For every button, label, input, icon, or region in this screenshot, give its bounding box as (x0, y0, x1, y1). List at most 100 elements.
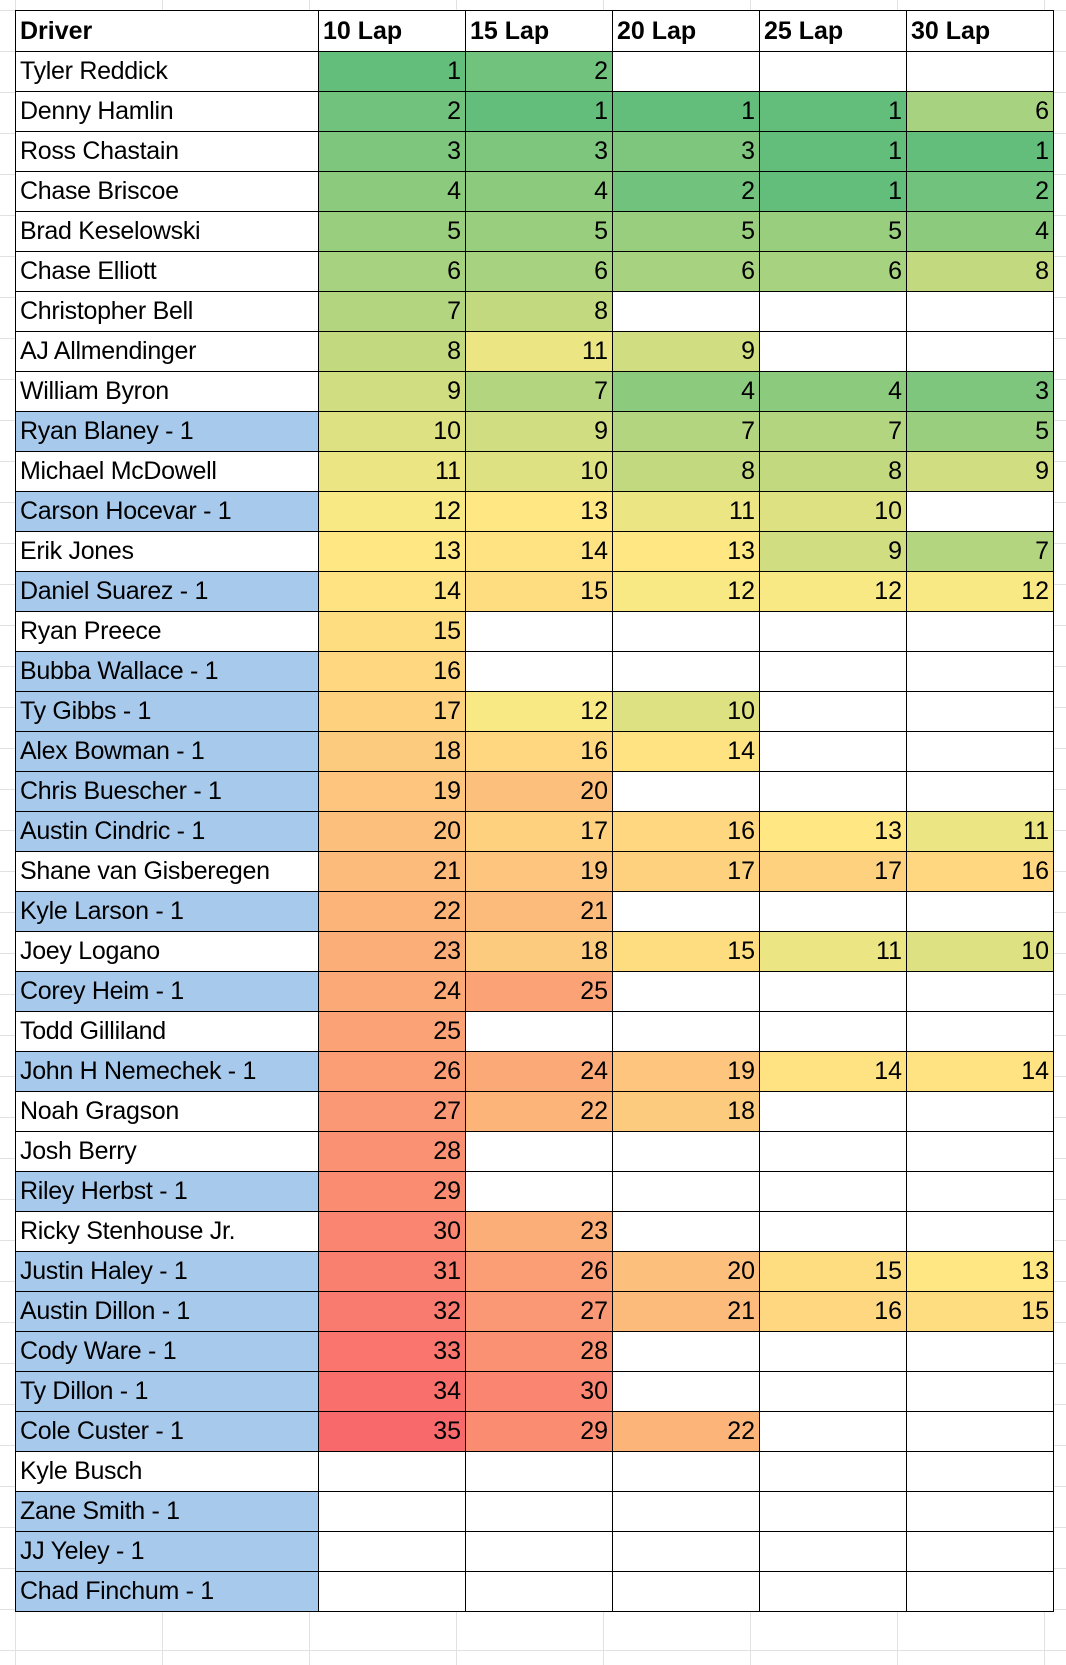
header-driver[interactable]: Driver (15, 10, 319, 52)
cell-10-lap[interactable]: 31 (318, 1251, 466, 1292)
cell-20-lap[interactable]: 1 (612, 91, 760, 132)
cell-20-lap[interactable] (612, 891, 760, 932)
cell-15-lap[interactable]: 28 (465, 1331, 613, 1372)
cell-25-lap[interactable] (759, 611, 907, 652)
cell-10-lap[interactable]: 7 (318, 291, 466, 332)
cell-10-lap[interactable]: 21 (318, 851, 466, 892)
driver-cell[interactable]: Austin Dillon - 1 (15, 1291, 319, 1332)
cell-30-lap[interactable]: 8 (906, 251, 1054, 292)
cell-25-lap[interactable] (759, 1131, 907, 1172)
cell-20-lap[interactable] (612, 1451, 760, 1492)
cell-15-lap[interactable] (465, 1531, 613, 1572)
cell-15-lap[interactable]: 10 (465, 451, 613, 492)
cell-25-lap[interactable]: 1 (759, 171, 907, 212)
driver-cell[interactable]: Alex Bowman - 1 (15, 731, 319, 772)
cell-10-lap[interactable]: 25 (318, 1011, 466, 1052)
cell-10-lap[interactable]: 1 (318, 51, 466, 92)
cell-30-lap[interactable] (906, 971, 1054, 1012)
cell-15-lap[interactable]: 3 (465, 131, 613, 172)
cell-20-lap[interactable]: 4 (612, 371, 760, 412)
driver-cell[interactable]: JJ Yeley - 1 (15, 1531, 319, 1572)
cell-30-lap[interactable] (906, 1171, 1054, 1212)
cell-20-lap[interactable] (612, 1571, 760, 1612)
cell-15-lap[interactable]: 27 (465, 1291, 613, 1332)
cell-20-lap[interactable] (612, 1371, 760, 1412)
cell-10-lap[interactable]: 23 (318, 931, 466, 972)
cell-25-lap[interactable]: 1 (759, 131, 907, 172)
cell-30-lap[interactable] (906, 331, 1054, 372)
cell-25-lap[interactable] (759, 771, 907, 812)
driver-cell[interactable]: Shane van Gisberegen (15, 851, 319, 892)
cell-25-lap[interactable]: 16 (759, 1291, 907, 1332)
driver-cell[interactable]: Chad Finchum - 1 (15, 1571, 319, 1612)
cell-25-lap[interactable] (759, 331, 907, 372)
cell-15-lap[interactable]: 7 (465, 371, 613, 412)
cell-25-lap[interactable] (759, 651, 907, 692)
cell-10-lap[interactable]: 8 (318, 331, 466, 372)
cell-30-lap[interactable]: 10 (906, 931, 1054, 972)
driver-cell[interactable]: Kyle Busch (15, 1451, 319, 1492)
cell-10-lap[interactable]: 16 (318, 651, 466, 692)
cell-15-lap[interactable]: 1 (465, 91, 613, 132)
cell-20-lap[interactable] (612, 1531, 760, 1572)
cell-20-lap[interactable] (612, 611, 760, 652)
cell-25-lap[interactable] (759, 1371, 907, 1412)
cell-25-lap[interactable]: 5 (759, 211, 907, 252)
header-15-lap[interactable]: 15 Lap (465, 10, 613, 52)
cell-20-lap[interactable]: 21 (612, 1291, 760, 1332)
cell-20-lap[interactable]: 9 (612, 331, 760, 372)
driver-cell[interactable]: Ryan Preece (15, 611, 319, 652)
cell-15-lap[interactable]: 8 (465, 291, 613, 332)
cell-20-lap[interactable]: 14 (612, 731, 760, 772)
cell-30-lap[interactable]: 13 (906, 1251, 1054, 1292)
cell-15-lap[interactable]: 4 (465, 171, 613, 212)
cell-20-lap[interactable] (612, 51, 760, 92)
cell-20-lap[interactable] (612, 1171, 760, 1212)
cell-10-lap[interactable]: 27 (318, 1091, 466, 1132)
cell-25-lap[interactable] (759, 891, 907, 932)
cell-20-lap[interactable]: 7 (612, 411, 760, 452)
cell-15-lap[interactable] (465, 1011, 613, 1052)
driver-cell[interactable]: Austin Cindric - 1 (15, 811, 319, 852)
cell-30-lap[interactable] (906, 1491, 1054, 1532)
cell-20-lap[interactable] (612, 771, 760, 812)
cell-30-lap[interactable]: 7 (906, 531, 1054, 572)
cell-25-lap[interactable] (759, 731, 907, 772)
cell-20-lap[interactable]: 13 (612, 531, 760, 572)
cell-25-lap[interactable] (759, 1211, 907, 1252)
cell-25-lap[interactable]: 6 (759, 251, 907, 292)
driver-cell[interactable]: Christopher Bell (15, 291, 319, 332)
driver-cell[interactable]: Justin Haley - 1 (15, 1251, 319, 1292)
cell-25-lap[interactable] (759, 1091, 907, 1132)
cell-20-lap[interactable]: 8 (612, 451, 760, 492)
driver-cell[interactable]: Chris Buescher - 1 (15, 771, 319, 812)
cell-30-lap[interactable]: 15 (906, 1291, 1054, 1332)
cell-15-lap[interactable] (465, 1451, 613, 1492)
driver-cell[interactable]: Kyle Larson - 1 (15, 891, 319, 932)
cell-15-lap[interactable] (465, 651, 613, 692)
cell-10-lap[interactable]: 13 (318, 531, 466, 572)
cell-30-lap[interactable] (906, 1531, 1054, 1572)
driver-cell[interactable]: Chase Elliott (15, 251, 319, 292)
cell-30-lap[interactable]: 12 (906, 571, 1054, 612)
cell-15-lap[interactable]: 16 (465, 731, 613, 772)
driver-cell[interactable]: William Byron (15, 371, 319, 412)
header-10-lap[interactable]: 10 Lap (318, 10, 466, 52)
cell-20-lap[interactable]: 20 (612, 1251, 760, 1292)
cell-30-lap[interactable]: 4 (906, 211, 1054, 252)
cell-10-lap[interactable]: 5 (318, 211, 466, 252)
cell-25-lap[interactable] (759, 1171, 907, 1212)
cell-10-lap[interactable]: 18 (318, 731, 466, 772)
cell-25-lap[interactable] (759, 971, 907, 1012)
cell-20-lap[interactable] (612, 1011, 760, 1052)
cell-20-lap[interactable] (612, 1491, 760, 1532)
cell-25-lap[interactable] (759, 1451, 907, 1492)
driver-cell[interactable]: Riley Herbst - 1 (15, 1171, 319, 1212)
cell-10-lap[interactable] (318, 1571, 466, 1612)
cell-25-lap[interactable]: 17 (759, 851, 907, 892)
cell-15-lap[interactable] (465, 1491, 613, 1532)
cell-30-lap[interactable]: 5 (906, 411, 1054, 452)
cell-30-lap[interactable] (906, 651, 1054, 692)
driver-cell[interactable]: Tyler Reddick (15, 51, 319, 92)
cell-15-lap[interactable]: 9 (465, 411, 613, 452)
